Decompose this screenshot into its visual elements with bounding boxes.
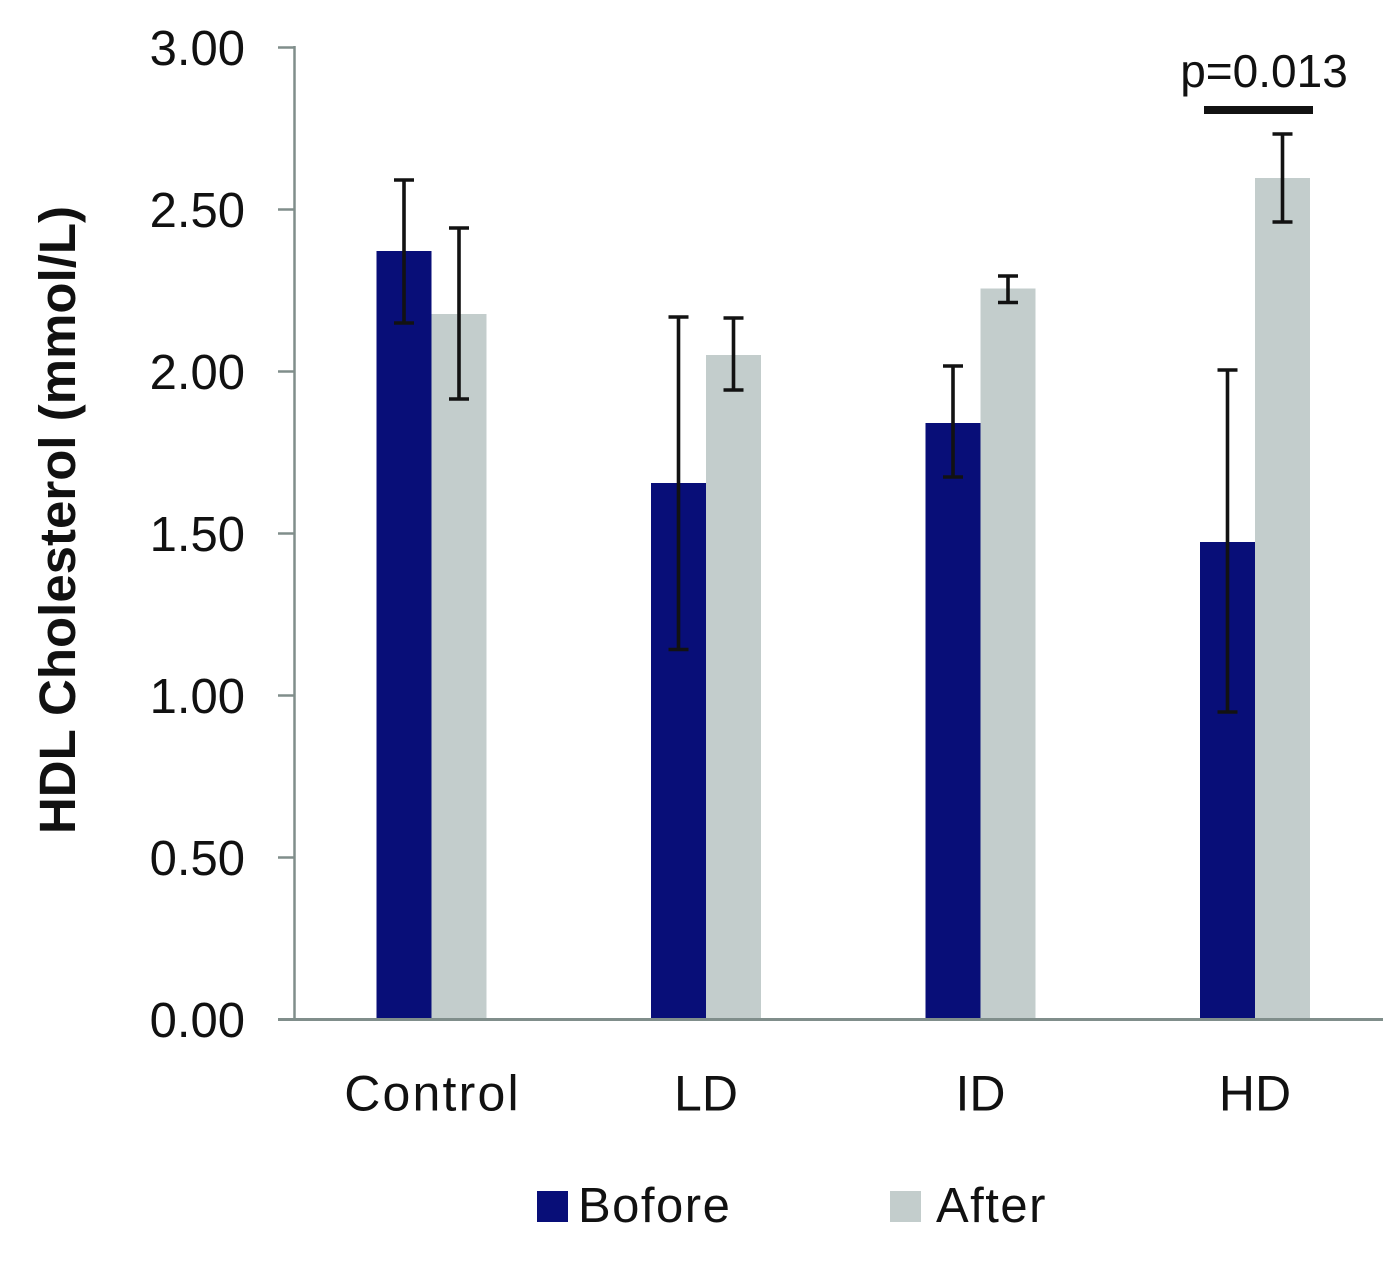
svg-text:LD: LD [674, 1066, 738, 1122]
svg-text:0.50: 0.50 [150, 832, 245, 886]
svg-text:Bofore: Bofore [578, 1179, 731, 1233]
svg-text:1.00: 1.00 [150, 670, 245, 724]
svg-text:Control: Control [344, 1066, 521, 1122]
svg-text:ID: ID [956, 1066, 1006, 1122]
svg-text:2.50: 2.50 [150, 184, 245, 238]
svg-text:p=0.013: p=0.013 [1180, 45, 1348, 97]
svg-text:After: After [936, 1179, 1047, 1233]
svg-text:HDL Cholesterol (mmol/L): HDL Cholesterol (mmol/L) [29, 206, 86, 834]
svg-text:2.00: 2.00 [150, 346, 245, 400]
svg-text:0.00: 0.00 [150, 994, 245, 1048]
svg-text:HD: HD [1219, 1066, 1291, 1122]
svg-text:1.50: 1.50 [150, 508, 245, 562]
svg-text:3.00: 3.00 [150, 22, 245, 76]
